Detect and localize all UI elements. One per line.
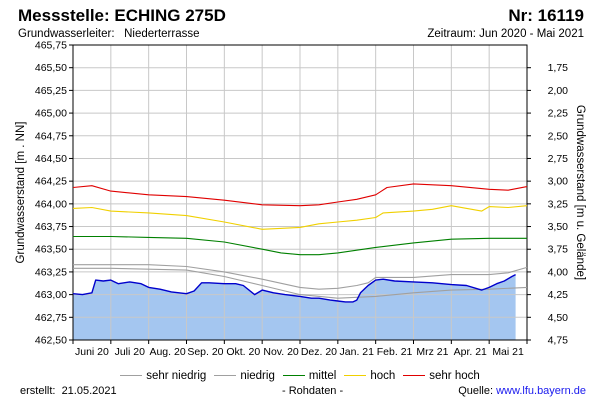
series-line-measured (72, 273, 516, 303)
y2-tick-label: 4,75 (548, 335, 569, 347)
y2-tick-label: 3,00 (548, 176, 569, 188)
legend-item: mittel (282, 369, 337, 382)
legend-swatch (120, 375, 143, 376)
series-line-hoch (72, 205, 528, 230)
y-tick-label: 462,50 (35, 335, 67, 347)
period-label: Zeitraum: Jun 2020 - Mai 2021 (427, 28, 584, 40)
legend-swatch (403, 375, 426, 376)
x-tick-label: Sep. 20 (187, 346, 223, 358)
y-tick-label: 465,25 (35, 85, 67, 97)
legend-item: niedrig (214, 370, 275, 382)
y2-tick-label: 3,25 (548, 198, 569, 210)
y-tick-label: 464,00 (35, 198, 67, 210)
source-label: Quelle: (458, 385, 497, 397)
y-axis-label: Grundwasserstand [m . NN] (15, 122, 27, 264)
source-link[interactable]: www.lfu.bayern.de (496, 385, 586, 397)
x-tick-label: Mai 21 (492, 346, 524, 358)
x-tick-label: Feb. 21 (377, 346, 413, 358)
source-credit: Quelle: www.lfu.bayern.de (458, 385, 586, 397)
x-tick-label: Apr. 21 (454, 346, 487, 358)
legend-item: hoch (344, 370, 395, 382)
station-title: Messstelle: ECHING 275D (18, 6, 226, 25)
y-tick-label: 462,75 (35, 312, 67, 324)
x-tick-label: Juli 20 (115, 346, 146, 358)
legend-swatch (344, 375, 367, 376)
legend-swatch (214, 375, 237, 376)
legend-swatch (282, 375, 305, 376)
y2-tick-label: 3,75 (548, 244, 569, 256)
raw-data-label: - Rohdaten - (282, 385, 344, 397)
y2-tick-label: 2,00 (548, 85, 569, 97)
legend-label: niedrig (240, 369, 275, 382)
y-tick-label: 463,25 (35, 266, 67, 278)
legend-item: sehr niedrig (120, 370, 206, 382)
x-tick-label: Jan. 21 (340, 346, 375, 358)
created-date: erstellt: 21.05.2021 (20, 385, 117, 397)
y2-tick-label: 1,75 (548, 62, 569, 74)
x-tick-label: Aug. 20 (149, 346, 185, 358)
aquifer-label: Grundwasserleiter: Niederterrasse (18, 28, 200, 40)
y-tick-label: 464,50 (35, 153, 67, 165)
legend-label: sehr niedrig (146, 369, 207, 382)
series-line-sehr-niedrig (73, 264, 528, 290)
y2-tick-label: 2,50 (548, 130, 569, 142)
y-tick-label: 463,50 (35, 244, 67, 256)
legend-label: hoch (370, 369, 396, 382)
series-line-niedrig (73, 267, 528, 299)
y2-tick-label: 4,00 (548, 266, 569, 278)
x-tick-label: Okt. 20 (226, 346, 260, 358)
y2-tick-label: 4,50 (548, 312, 569, 324)
y2-tick-label: 3,50 (548, 221, 569, 233)
y2-tick-label: 2,75 (548, 153, 569, 165)
x-tick-label: Mrz 21 (416, 346, 448, 358)
y-tick-label: 463,00 (35, 289, 67, 301)
water-level-area (73, 274, 516, 340)
y2-tick-label: 2,25 (548, 108, 569, 120)
x-tick-label: Dez. 20 (301, 346, 337, 358)
series-line-sehr-hoch (72, 183, 528, 207)
y-tick-label: 464,25 (35, 176, 67, 188)
legend-label: sehr hoch (429, 369, 480, 382)
x-tick-label: Nov. 20 (263, 346, 299, 358)
y-tick-label: 463,75 (35, 221, 67, 233)
station-number: Nr: 16119 (508, 6, 584, 25)
y2-tick-label: 4,25 (548, 289, 569, 301)
series-line-mittel (73, 235, 527, 256)
chart-legend: sehr niedrig niedrig mittel hoch sehr hoch (0, 367, 600, 382)
legend-item: sehr hoch (403, 370, 480, 382)
y-tick-label: 465,75 (35, 40, 67, 52)
x-tick-label: Juni 20 (75, 346, 109, 358)
y-tick-label: 464,75 (35, 130, 67, 142)
y-tick-label: 465,50 (35, 62, 67, 74)
y2-axis-label: Grundwasserstand [m u. Gelände] (574, 105, 586, 280)
legend-label: mittel (308, 369, 337, 382)
y-tick-label: 465,00 (35, 108, 67, 120)
